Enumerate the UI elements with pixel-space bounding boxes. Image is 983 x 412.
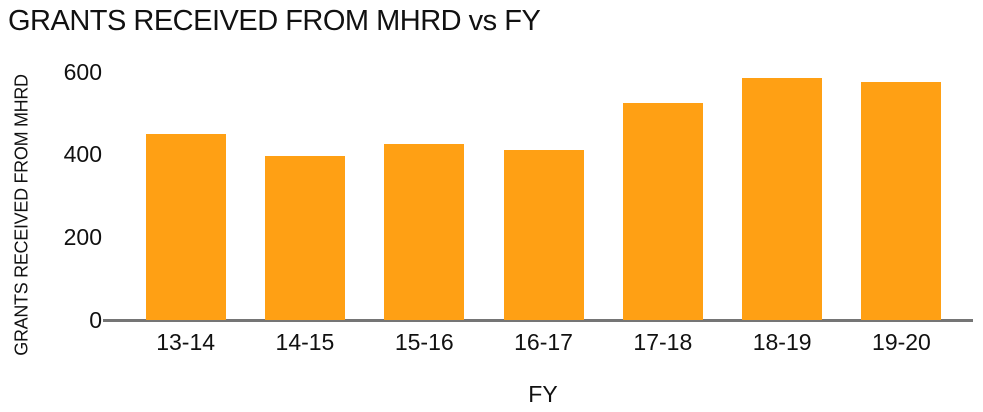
bar bbox=[622, 102, 703, 320]
chart-title: GRANTS RECEIVED FROM MHRD vs FY bbox=[8, 5, 541, 37]
y-tick-label: 0 bbox=[89, 307, 102, 333]
x-tick-label: 17-18 bbox=[633, 329, 693, 355]
bar bbox=[145, 133, 226, 320]
bar bbox=[503, 150, 584, 320]
y-tick-label: 400 bbox=[63, 141, 102, 168]
bar bbox=[384, 143, 465, 320]
x-tick-label: 15-16 bbox=[394, 329, 454, 355]
x-axis-title: FY bbox=[528, 381, 558, 407]
x-tick-label: 16-17 bbox=[514, 329, 573, 355]
x-tick-label: 13-14 bbox=[156, 329, 216, 355]
x-axis-line bbox=[103, 319, 973, 322]
x-tick-label: 14-15 bbox=[275, 329, 335, 355]
x-tick-label: 18-19 bbox=[752, 329, 812, 355]
y-tick-label: 200 bbox=[63, 224, 102, 251]
bar bbox=[264, 156, 345, 320]
x-tick-label: 19-20 bbox=[872, 329, 931, 355]
bar bbox=[861, 81, 942, 320]
y-tick-label: 600 bbox=[63, 58, 102, 85]
bar bbox=[742, 77, 823, 320]
